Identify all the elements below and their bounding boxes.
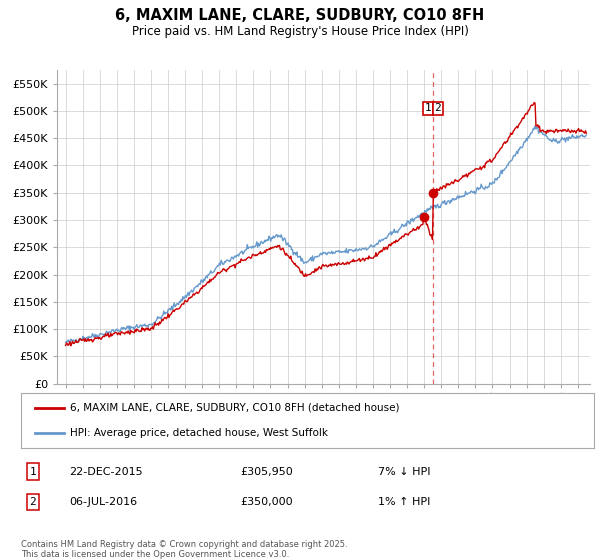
Text: £305,950: £305,950 bbox=[240, 466, 293, 477]
Text: 2: 2 bbox=[29, 497, 37, 507]
Text: 1: 1 bbox=[425, 103, 431, 113]
Text: 6, MAXIM LANE, CLARE, SUDBURY, CO10 8FH: 6, MAXIM LANE, CLARE, SUDBURY, CO10 8FH bbox=[115, 8, 485, 24]
Text: 06-JUL-2016: 06-JUL-2016 bbox=[69, 497, 137, 507]
Text: Contains HM Land Registry data © Crown copyright and database right 2025.
This d: Contains HM Land Registry data © Crown c… bbox=[21, 540, 347, 559]
Text: 1% ↑ HPI: 1% ↑ HPI bbox=[378, 497, 430, 507]
Text: Price paid vs. HM Land Registry's House Price Index (HPI): Price paid vs. HM Land Registry's House … bbox=[131, 25, 469, 38]
Text: 7% ↓ HPI: 7% ↓ HPI bbox=[378, 466, 431, 477]
Text: £350,000: £350,000 bbox=[240, 497, 293, 507]
Text: HPI: Average price, detached house, West Suffolk: HPI: Average price, detached house, West… bbox=[70, 428, 328, 438]
Text: 1: 1 bbox=[29, 466, 37, 477]
Text: 22-DEC-2015: 22-DEC-2015 bbox=[69, 466, 143, 477]
Text: 6, MAXIM LANE, CLARE, SUDBURY, CO10 8FH (detached house): 6, MAXIM LANE, CLARE, SUDBURY, CO10 8FH … bbox=[70, 403, 399, 413]
Text: 2: 2 bbox=[434, 103, 441, 113]
